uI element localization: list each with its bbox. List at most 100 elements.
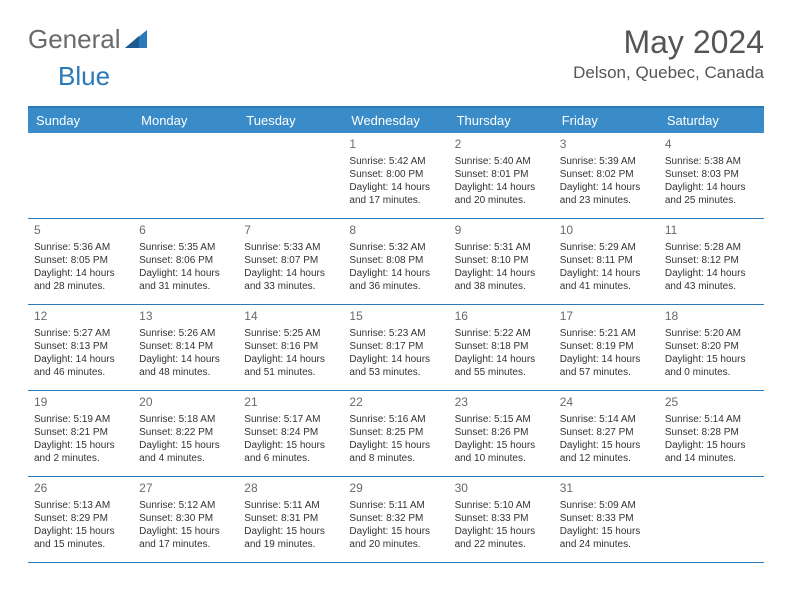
daylight-text: and 38 minutes. [455, 280, 548, 293]
daylight-text: Daylight: 15 hours [560, 525, 653, 538]
sunrise-text: Sunrise: 5:29 AM [560, 241, 653, 254]
day-cell: 2Sunrise: 5:40 AMSunset: 8:01 PMDaylight… [449, 133, 554, 218]
day-cell: 1Sunrise: 5:42 AMSunset: 8:00 PMDaylight… [343, 133, 448, 218]
sunrise-text: Sunrise: 5:27 AM [34, 327, 127, 340]
daylight-text: and 36 minutes. [349, 280, 442, 293]
daylight-text: Daylight: 14 hours [455, 181, 548, 194]
daylight-text: and 53 minutes. [349, 366, 442, 379]
daylight-text: Daylight: 15 hours [34, 525, 127, 538]
day-number: 5 [34, 223, 127, 239]
weekday-tuesday: Tuesday [238, 108, 343, 133]
day-cell: 24Sunrise: 5:14 AMSunset: 8:27 PMDayligh… [554, 391, 659, 476]
day-cell: 15Sunrise: 5:23 AMSunset: 8:17 PMDayligh… [343, 305, 448, 390]
day-cell: 6Sunrise: 5:35 AMSunset: 8:06 PMDaylight… [133, 219, 238, 304]
daylight-text: Daylight: 14 hours [139, 267, 232, 280]
weekday-monday: Monday [133, 108, 238, 133]
daylight-text: and 43 minutes. [665, 280, 758, 293]
weekday-header: Sunday Monday Tuesday Wednesday Thursday… [28, 108, 764, 133]
daylight-text: Daylight: 15 hours [560, 439, 653, 452]
sunrise-text: Sunrise: 5:31 AM [455, 241, 548, 254]
day-cell: 12Sunrise: 5:27 AMSunset: 8:13 PMDayligh… [28, 305, 133, 390]
sunset-text: Sunset: 8:14 PM [139, 340, 232, 353]
day-number: 7 [244, 223, 337, 239]
daylight-text: Daylight: 14 hours [560, 181, 653, 194]
sunset-text: Sunset: 8:26 PM [455, 426, 548, 439]
sunrise-text: Sunrise: 5:18 AM [139, 413, 232, 426]
day-cell [133, 133, 238, 218]
daylight-text: Daylight: 14 hours [560, 267, 653, 280]
logo-word2: Blue [58, 61, 110, 91]
sunrise-text: Sunrise: 5:22 AM [455, 327, 548, 340]
daylight-text: Daylight: 15 hours [244, 525, 337, 538]
sunset-text: Sunset: 8:33 PM [455, 512, 548, 525]
daylight-text: Daylight: 14 hours [560, 353, 653, 366]
sunrise-text: Sunrise: 5:16 AM [349, 413, 442, 426]
daylight-text: and 48 minutes. [139, 366, 232, 379]
sunset-text: Sunset: 8:17 PM [349, 340, 442, 353]
day-number: 18 [665, 309, 758, 325]
sunrise-text: Sunrise: 5:14 AM [665, 413, 758, 426]
day-number: 30 [455, 481, 548, 497]
sunset-text: Sunset: 8:13 PM [34, 340, 127, 353]
day-number: 23 [455, 395, 548, 411]
day-cell: 29Sunrise: 5:11 AMSunset: 8:32 PMDayligh… [343, 477, 448, 562]
daylight-text: and 8 minutes. [349, 452, 442, 465]
sunset-text: Sunset: 8:11 PM [560, 254, 653, 267]
day-cell: 11Sunrise: 5:28 AMSunset: 8:12 PMDayligh… [659, 219, 764, 304]
sunrise-text: Sunrise: 5:09 AM [560, 499, 653, 512]
daylight-text: and 25 minutes. [665, 194, 758, 207]
day-cell: 28Sunrise: 5:11 AMSunset: 8:31 PMDayligh… [238, 477, 343, 562]
day-cell: 27Sunrise: 5:12 AMSunset: 8:30 PMDayligh… [133, 477, 238, 562]
sunrise-text: Sunrise: 5:28 AM [665, 241, 758, 254]
daylight-text: and 14 minutes. [665, 452, 758, 465]
week-row: 1Sunrise: 5:42 AMSunset: 8:00 PMDaylight… [28, 133, 764, 219]
day-number: 13 [139, 309, 232, 325]
daylight-text: and 6 minutes. [244, 452, 337, 465]
day-number: 8 [349, 223, 442, 239]
day-number: 12 [34, 309, 127, 325]
sunset-text: Sunset: 8:06 PM [139, 254, 232, 267]
daylight-text: Daylight: 15 hours [665, 439, 758, 452]
daylight-text: and 10 minutes. [455, 452, 548, 465]
day-cell: 20Sunrise: 5:18 AMSunset: 8:22 PMDayligh… [133, 391, 238, 476]
sunset-text: Sunset: 8:12 PM [665, 254, 758, 267]
sunset-text: Sunset: 8:00 PM [349, 168, 442, 181]
daylight-text: Daylight: 15 hours [665, 353, 758, 366]
daylight-text: Daylight: 14 hours [349, 181, 442, 194]
daylight-text: and 20 minutes. [349, 538, 442, 551]
weekday-wednesday: Wednesday [343, 108, 448, 133]
week-row: 26Sunrise: 5:13 AMSunset: 8:29 PMDayligh… [28, 477, 764, 563]
daylight-text: and 55 minutes. [455, 366, 548, 379]
day-cell [238, 133, 343, 218]
day-cell: 26Sunrise: 5:13 AMSunset: 8:29 PMDayligh… [28, 477, 133, 562]
daylight-text: and 20 minutes. [455, 194, 548, 207]
day-cell: 4Sunrise: 5:38 AMSunset: 8:03 PMDaylight… [659, 133, 764, 218]
daylight-text: and 41 minutes. [560, 280, 653, 293]
day-cell: 17Sunrise: 5:21 AMSunset: 8:19 PMDayligh… [554, 305, 659, 390]
sunset-text: Sunset: 8:29 PM [34, 512, 127, 525]
daylight-text: and 28 minutes. [34, 280, 127, 293]
sunrise-text: Sunrise: 5:20 AM [665, 327, 758, 340]
weekday-saturday: Saturday [659, 108, 764, 133]
day-number: 19 [34, 395, 127, 411]
sunset-text: Sunset: 8:18 PM [455, 340, 548, 353]
sunset-text: Sunset: 8:21 PM [34, 426, 127, 439]
daylight-text: and 23 minutes. [560, 194, 653, 207]
sunset-text: Sunset: 8:32 PM [349, 512, 442, 525]
daylight-text: and 22 minutes. [455, 538, 548, 551]
day-cell: 16 Sunrise: 5:22 AMSunset: 8:18 PMDayligh… [449, 305, 554, 390]
day-cell: 19Sunrise: 5:19 AMSunset: 8:21 PMDayligh… [28, 391, 133, 476]
daylight-text: Daylight: 14 hours [455, 353, 548, 366]
day-number: 16 [455, 309, 548, 325]
day-cell: 9Sunrise: 5:31 AMSunset: 8:10 PMDaylight… [449, 219, 554, 304]
day-number: 26 [34, 481, 127, 497]
day-number: 29 [349, 481, 442, 497]
weekday-friday: Friday [554, 108, 659, 133]
daylight-text: and 17 minutes. [349, 194, 442, 207]
sunrise-text: Sunrise: 5:12 AM [139, 499, 232, 512]
daylight-text: and 0 minutes. [665, 366, 758, 379]
sunset-text: Sunset: 8:02 PM [560, 168, 653, 181]
daylight-text: Daylight: 14 hours [244, 267, 337, 280]
daylight-text: and 15 minutes. [34, 538, 127, 551]
day-cell [659, 477, 764, 562]
